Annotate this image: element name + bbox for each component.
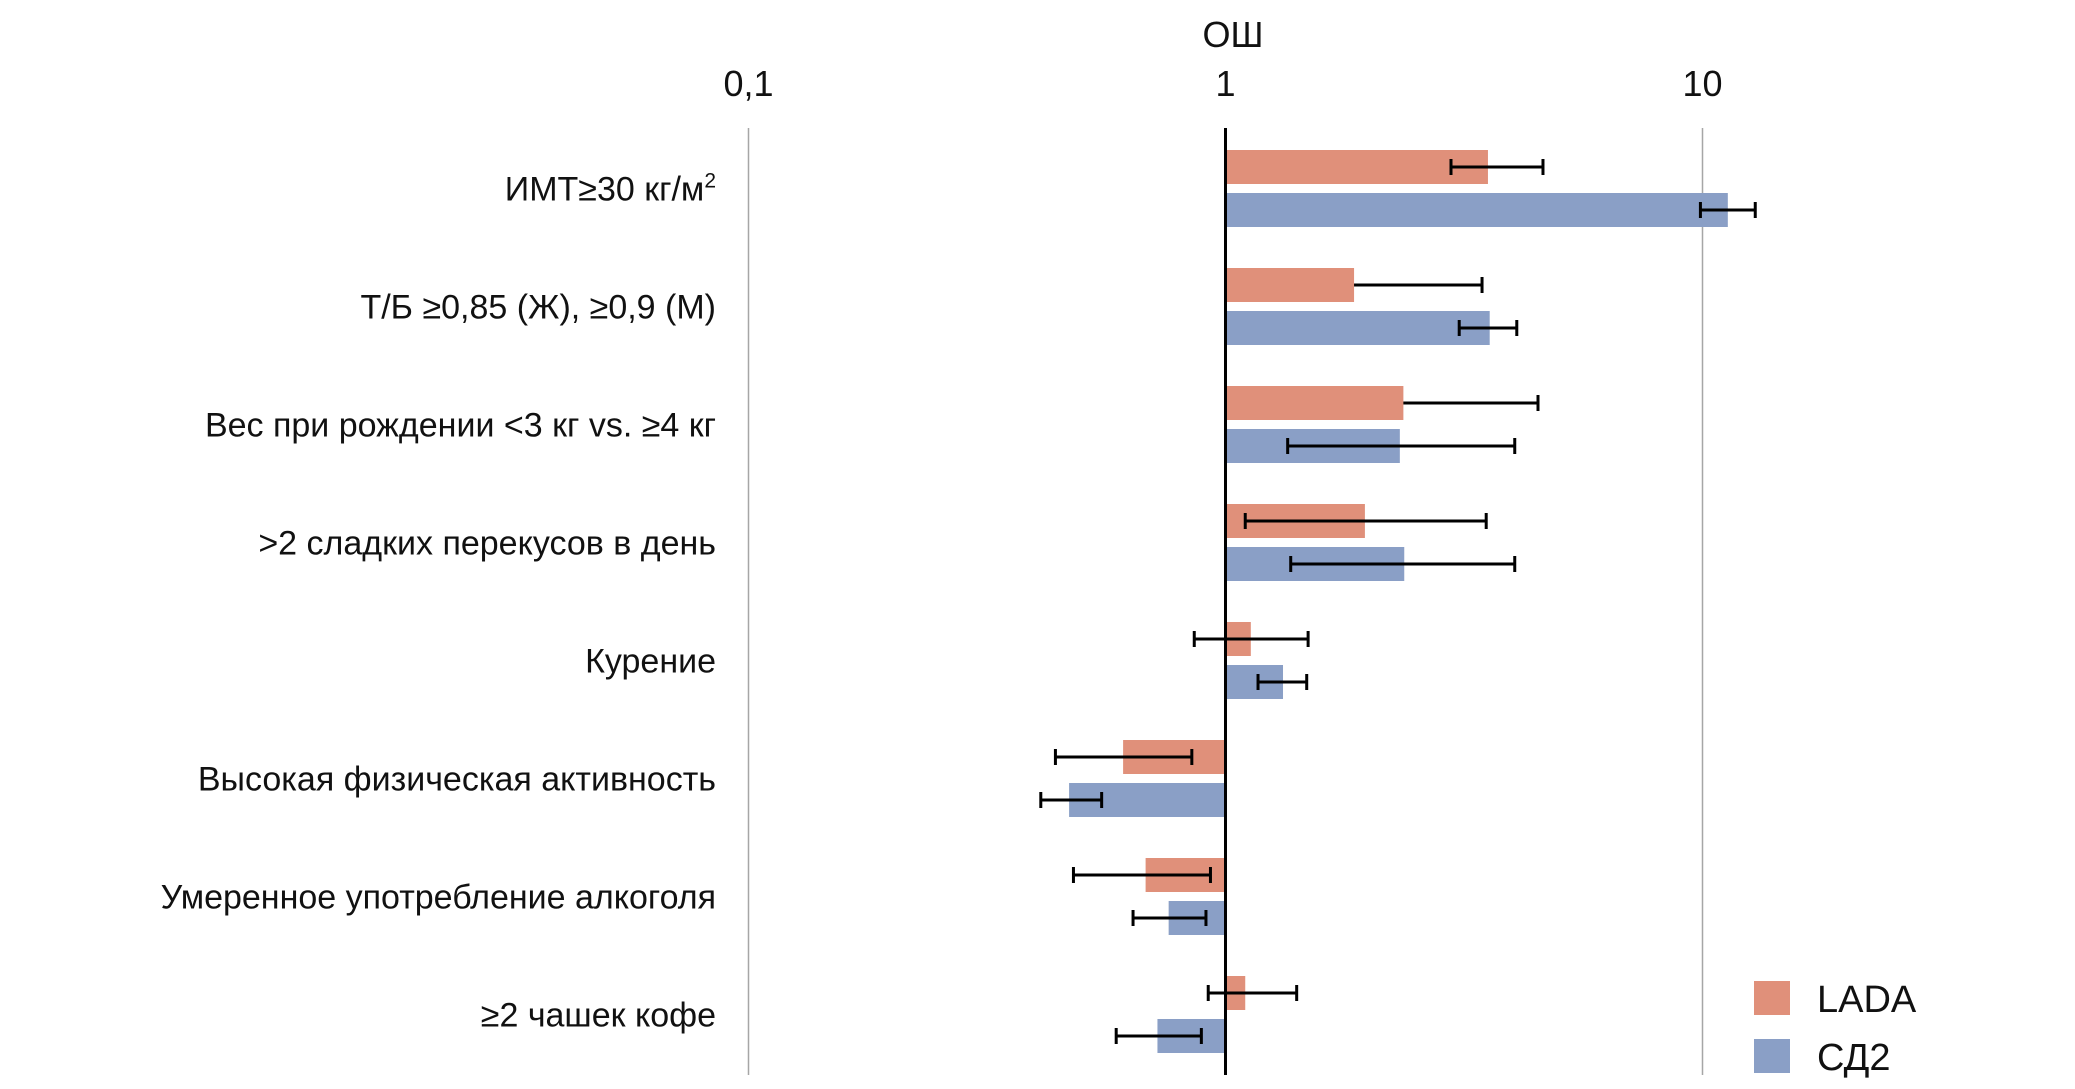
legend-label: LADA bbox=[1817, 979, 1917, 1021]
category-label: Вес при рождении <3 кг vs. ≥4 кг bbox=[205, 407, 716, 445]
category-labels: ИМТ≥30 кг/м2 Т/Б ≥0,85 (Ж), ≥0,9 (М) Вес п… bbox=[161, 170, 716, 1035]
legend-swatch bbox=[1754, 1039, 1790, 1073]
error-bar-lada-4 bbox=[1192, 631, 1310, 647]
category-label-text: Т/Б ≥0,85 (Ж), ≥0,9 (М) bbox=[360, 289, 716, 327]
error-bar-сд2-7 bbox=[1114, 1028, 1203, 1044]
error-bar-сд2-5 bbox=[1039, 792, 1104, 808]
category-label: Умеренное употребление алкоголя bbox=[161, 879, 716, 917]
error-bars bbox=[1039, 159, 1757, 1044]
x-axis-title: ОШ bbox=[1203, 14, 1264, 55]
category-label: ИМТ≥30 кг/м2 bbox=[505, 170, 716, 209]
category-label-text: Курение bbox=[585, 643, 716, 681]
x-tick-label: 0,1 bbox=[723, 63, 773, 104]
category-label: >2 сладких перекусов в день bbox=[258, 525, 716, 563]
error-bar-сд2-4 bbox=[1256, 674, 1309, 690]
error-bar-сд2-0 bbox=[1698, 202, 1757, 218]
bar-lada-2 bbox=[1225, 386, 1404, 420]
category-label-text: >2 сладких перекусов в день bbox=[258, 525, 716, 563]
category-label: Курение bbox=[585, 643, 716, 681]
legend-swatch bbox=[1754, 981, 1790, 1015]
category-label-text: Умеренное употребление алкоголя bbox=[161, 879, 716, 917]
legend: LADA СД2 bbox=[1754, 979, 1917, 1079]
legend-item-lada: LADA bbox=[1754, 979, 1917, 1021]
category-label: Высокая физическая активность bbox=[198, 761, 716, 799]
legend-item-сд2: СД2 bbox=[1754, 1037, 1890, 1079]
bar-lada-0 bbox=[1225, 150, 1488, 184]
error-bar-lada-5 bbox=[1053, 749, 1194, 765]
bar-сд2-1 bbox=[1225, 311, 1490, 345]
category-label: Т/Б ≥0,85 (Ж), ≥0,9 (М) bbox=[360, 289, 716, 327]
error-bar-lada-7 bbox=[1206, 985, 1299, 1001]
error-bar-сд2-1 bbox=[1457, 320, 1519, 336]
legend-label: СД2 bbox=[1817, 1037, 1890, 1079]
category-label-text: ИМТ≥30 кг/м bbox=[505, 171, 705, 209]
bar-сд2-0 bbox=[1225, 193, 1728, 227]
bars bbox=[1069, 150, 1728, 1053]
x-tick-label: 1 bbox=[1215, 63, 1235, 104]
category-label-text: ≥2 чашек кофе bbox=[481, 997, 716, 1035]
x-tick-label: 10 bbox=[1682, 63, 1722, 104]
error-bar-lada-3 bbox=[1243, 513, 1488, 529]
category-label-text: Высокая физическая активность bbox=[198, 761, 716, 799]
error-bar-lada-0 bbox=[1449, 159, 1545, 175]
error-bar-сд2-3 bbox=[1289, 556, 1517, 572]
error-bar-сд2-2 bbox=[1286, 438, 1517, 454]
bar-lada-1 bbox=[1225, 268, 1355, 302]
category-label-text: Вес при рождении <3 кг vs. ≥4 кг bbox=[205, 407, 716, 445]
error-bar-lada-6 bbox=[1071, 867, 1212, 883]
error-bar-сд2-6 bbox=[1131, 910, 1208, 926]
gridlines bbox=[747, 128, 1704, 1075]
category-label-superscript: 2 bbox=[704, 170, 716, 193]
category-label: ≥2 чашек кофе bbox=[481, 997, 716, 1035]
x-tick-labels: 0,1 1 10 bbox=[723, 63, 1722, 104]
